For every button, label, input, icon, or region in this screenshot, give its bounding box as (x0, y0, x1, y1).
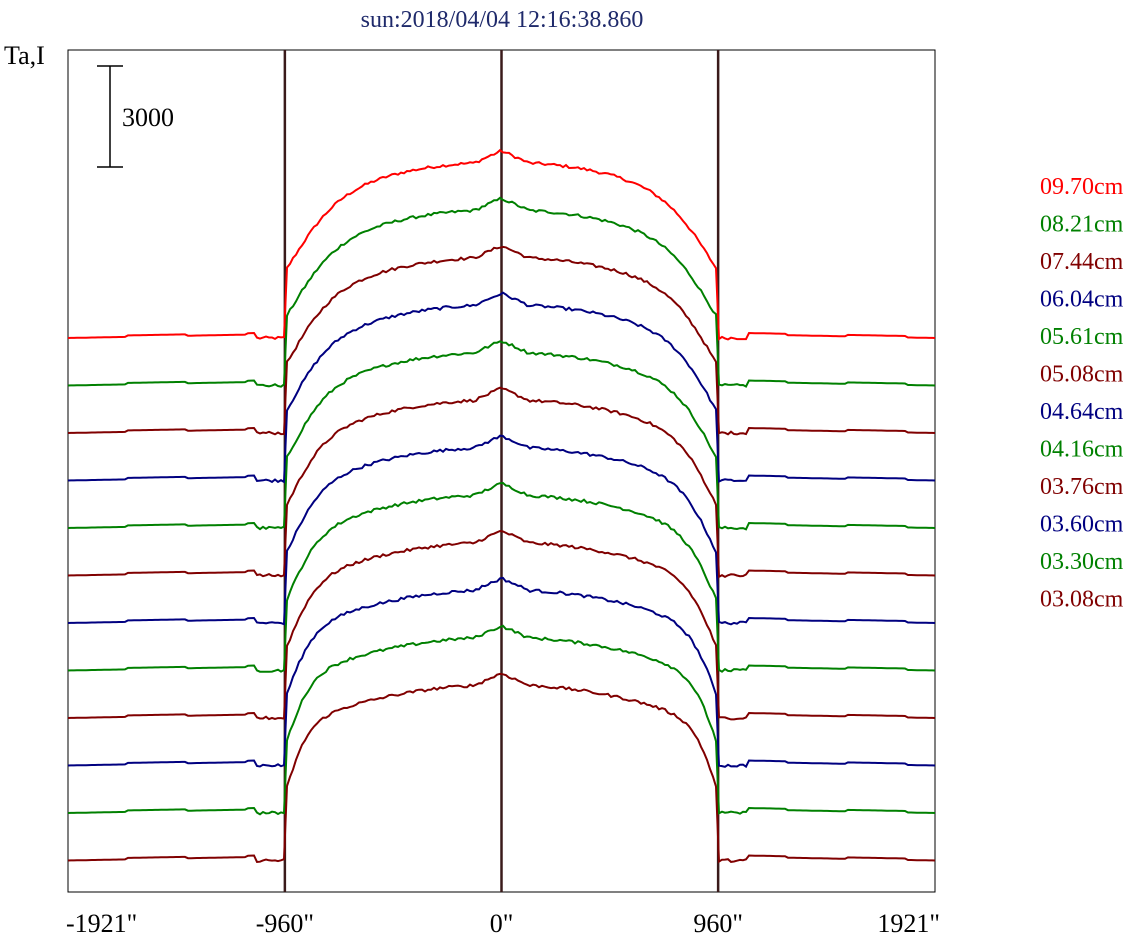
series-line-05.08cm (67, 386, 936, 579)
legend-entry-04.64cm: 04.64cm (1040, 399, 1124, 425)
legend-entry-08.21cm: 08.21cm (1040, 212, 1124, 238)
series-line-06.04cm (67, 291, 936, 484)
x-tick-label-2: 0" (490, 909, 514, 938)
legend-entry-03.08cm: 03.08cm (1040, 587, 1124, 613)
legend-entry-05.08cm: 05.08cm (1040, 362, 1124, 388)
legend-entry-04.16cm: 04.16cm (1040, 437, 1124, 463)
legend-entry-06.04cm: 06.04cm (1040, 287, 1124, 313)
scale-bar-label: 3000 (122, 103, 174, 132)
y-axis-label: Ta,I (4, 41, 45, 70)
legend-entry-03.30cm: 03.30cm (1040, 549, 1124, 575)
x-tick-label-1: -960" (256, 909, 314, 938)
x-tick-label-4: 1921" (877, 909, 940, 938)
chart-title: sun:2018/04/04 12:16:38.860 (361, 7, 644, 33)
series-curves (67, 148, 936, 864)
legend-entry-05.61cm: 05.61cm (1040, 324, 1124, 350)
series-line-03.60cm (67, 576, 936, 769)
series-line-04.16cm (67, 481, 936, 673)
legend-entry-03.76cm: 03.76cm (1040, 474, 1124, 500)
series-line-08.21cm (67, 196, 936, 388)
legend-entry-07.44cm: 07.44cm (1040, 249, 1124, 275)
series-line-09.70cm (67, 148, 936, 341)
series-line-07.44cm (67, 245, 936, 436)
legend: 09.70cm 08.21cm 07.44cm 06.04cm 05.61cm 05.08… (1040, 174, 1124, 613)
series-line-04.64cm (67, 434, 936, 626)
legend-entry-09.70cm: 09.70cm (1040, 174, 1124, 200)
x-tick-label-0: -1921" (66, 909, 137, 938)
series-line-03.08cm (67, 672, 936, 864)
x-tick-labels: -1921" -960" 0" 960" 1921" (66, 909, 940, 938)
scale-bar: 3000 (97, 65, 174, 168)
legend-entry-03.60cm: 03.60cm (1040, 512, 1124, 538)
series-line-03.76cm (67, 529, 936, 721)
series-line-03.30cm (67, 624, 936, 816)
x-tick-label-3: 960" (693, 909, 743, 938)
series-line-05.61cm (67, 340, 936, 531)
